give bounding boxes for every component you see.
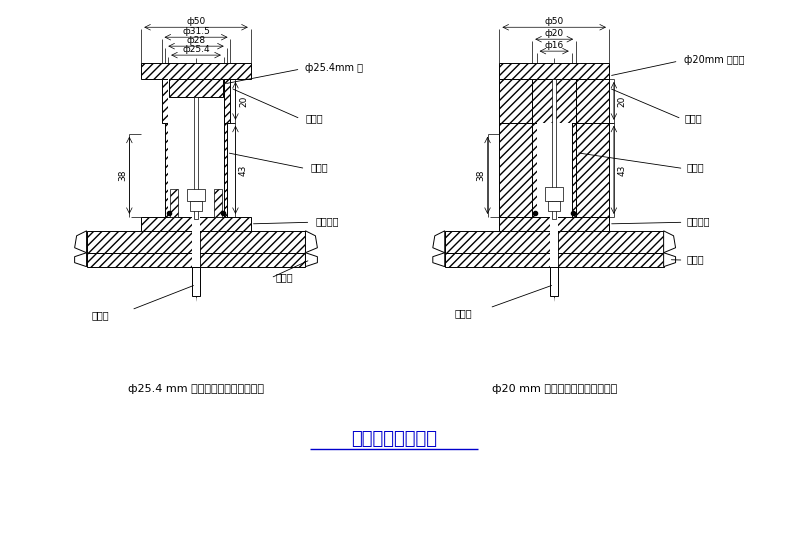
Polygon shape xyxy=(664,231,675,253)
Bar xyxy=(166,123,168,217)
Text: 上底盖: 上底盖 xyxy=(685,113,702,123)
Bar xyxy=(192,267,200,296)
Bar xyxy=(87,231,305,253)
Polygon shape xyxy=(433,231,445,253)
Bar xyxy=(537,123,572,217)
Text: 密封圈: 密封圈 xyxy=(275,272,294,282)
Bar xyxy=(548,201,560,211)
Bar xyxy=(141,63,251,79)
Bar xyxy=(499,217,609,231)
Polygon shape xyxy=(305,253,317,267)
Text: ф28: ф28 xyxy=(186,36,206,44)
Bar xyxy=(576,123,609,217)
Text: 上底盖: 上底盖 xyxy=(305,113,323,123)
Text: ф20: ф20 xyxy=(544,29,564,38)
Bar xyxy=(162,79,168,123)
Text: ф16: ф16 xyxy=(544,41,564,49)
Text: 接气管: 接气管 xyxy=(454,308,473,318)
Bar xyxy=(192,217,200,253)
Bar xyxy=(141,217,251,231)
Text: ф25.4mm 气: ф25.4mm 气 xyxy=(305,63,364,73)
Text: 通气底座: 通气底座 xyxy=(686,216,710,226)
Text: 阀支座: 阀支座 xyxy=(310,163,328,172)
Bar xyxy=(169,79,222,97)
Polygon shape xyxy=(305,231,317,253)
Bar xyxy=(552,79,556,219)
Bar xyxy=(192,253,200,267)
Bar xyxy=(224,123,226,217)
Bar xyxy=(168,79,224,123)
Bar xyxy=(170,189,178,217)
Text: ф20 mm 气雾阀泄漏试验仪检测头: ф20 mm 气雾阀泄漏试验仪检测头 xyxy=(492,384,617,394)
Bar xyxy=(87,253,305,267)
Text: ф50: ф50 xyxy=(186,17,206,26)
Bar xyxy=(499,63,609,79)
Polygon shape xyxy=(75,253,87,267)
Bar xyxy=(550,217,558,253)
Polygon shape xyxy=(75,231,87,253)
Text: 38: 38 xyxy=(118,170,127,181)
Text: 20: 20 xyxy=(239,95,248,107)
Text: 38: 38 xyxy=(476,170,485,181)
Text: ф50: ф50 xyxy=(544,17,564,26)
Bar xyxy=(187,189,205,201)
Polygon shape xyxy=(664,253,675,267)
Bar xyxy=(545,187,563,201)
Text: 密封圈: 密封圈 xyxy=(686,254,704,264)
Bar xyxy=(499,79,533,123)
Bar xyxy=(572,123,576,217)
Text: 通气底座: 通气底座 xyxy=(316,216,339,226)
Text: 20: 20 xyxy=(617,95,626,107)
Text: ф25.4: ф25.4 xyxy=(182,44,210,54)
Bar xyxy=(193,97,199,219)
Text: 泄漏密封试验原理: 泄漏密封试验原理 xyxy=(351,430,437,448)
Bar xyxy=(550,253,558,267)
Text: 43: 43 xyxy=(617,164,626,176)
Bar xyxy=(445,253,664,267)
Bar xyxy=(576,79,609,123)
Text: ф31.5: ф31.5 xyxy=(182,27,210,36)
Text: ф20mm 气雾阀: ф20mm 气雾阀 xyxy=(683,55,744,65)
Text: 阀支座: 阀支座 xyxy=(686,163,704,172)
Bar xyxy=(445,231,664,253)
Polygon shape xyxy=(433,253,445,267)
Text: ф25.4 mm 气雾阀泄漏试验仪检测头: ф25.4 mm 气雾阀泄漏试验仪检测头 xyxy=(128,384,264,394)
Bar xyxy=(550,267,558,296)
Text: 43: 43 xyxy=(239,164,248,176)
Bar xyxy=(533,123,537,217)
Bar xyxy=(499,123,533,217)
Bar xyxy=(168,123,224,217)
Bar xyxy=(214,189,222,217)
Bar xyxy=(533,79,576,123)
Bar xyxy=(190,201,202,211)
Bar xyxy=(224,79,230,123)
Text: 接气管: 接气管 xyxy=(92,310,109,320)
